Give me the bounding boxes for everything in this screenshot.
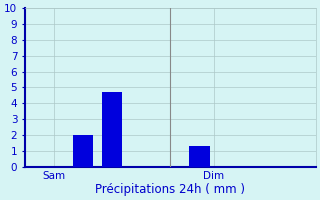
X-axis label: Précipitations 24h ( mm ): Précipitations 24h ( mm ) [95, 183, 245, 196]
Bar [102, 92, 122, 167]
Bar [73, 135, 93, 167]
Bar [189, 146, 210, 167]
